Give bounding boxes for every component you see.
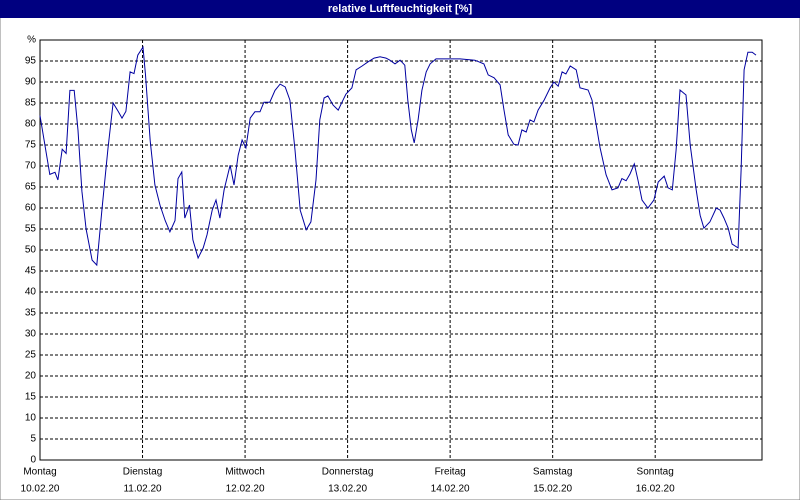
y-tick-label: 45	[25, 266, 37, 277]
x-tick-label: Sonntag	[637, 467, 674, 478]
y-tick-label: 0	[30, 455, 36, 466]
y-tick-label: 30	[25, 329, 37, 340]
x-tick-label: Donnerstag	[322, 467, 374, 478]
x-tick-date: 10.02.20	[21, 484, 60, 495]
y-tick-label: 70	[25, 161, 37, 172]
y-tick-label: 95	[25, 56, 37, 67]
line	[39, 45, 757, 267]
x-tick-date: 12.02.20	[226, 484, 265, 495]
title-bar	[0, 0, 800, 18]
x-tick-date: 11.02.20	[123, 484, 162, 495]
y-tick-label: 60	[25, 203, 37, 214]
y-tick-label: 50	[25, 245, 37, 256]
y-tick-label: 90	[25, 77, 37, 88]
y-tick-label: 65	[25, 182, 37, 193]
y-tick-label: 40	[25, 287, 37, 298]
chart-title: relative Luftfeuchtigkeit [%]	[328, 3, 473, 15]
y-tick-label: 5	[30, 434, 36, 445]
x-tick-label: Mittwoch	[225, 467, 264, 478]
y-tick-label: %	[27, 35, 36, 46]
y-tick-label: 35	[25, 308, 37, 319]
y-tick-label: 80	[25, 119, 37, 130]
y-tick-label: 20	[25, 371, 37, 382]
y-tick-label: 15	[25, 392, 37, 403]
x-tick-date: 16.02.20	[636, 484, 675, 495]
x-tick-date: 13.02.20	[328, 484, 367, 495]
x-tick-label: Freitag	[435, 467, 466, 478]
y-tick-label: 25	[25, 350, 37, 361]
x-tick-label: Montag	[23, 467, 56, 478]
y-tick-label: 85	[25, 98, 37, 109]
x-tick-date: 15.02.20	[533, 484, 572, 495]
x-tick-date: 14.02.20	[431, 484, 470, 495]
y-tick-label: 10	[25, 413, 37, 424]
y-tick-label: 75	[25, 140, 37, 151]
x-tick-label: Dienstag	[123, 467, 162, 478]
x-tick-label: Samstag	[533, 467, 572, 478]
y-tick-label: 55	[25, 224, 37, 235]
